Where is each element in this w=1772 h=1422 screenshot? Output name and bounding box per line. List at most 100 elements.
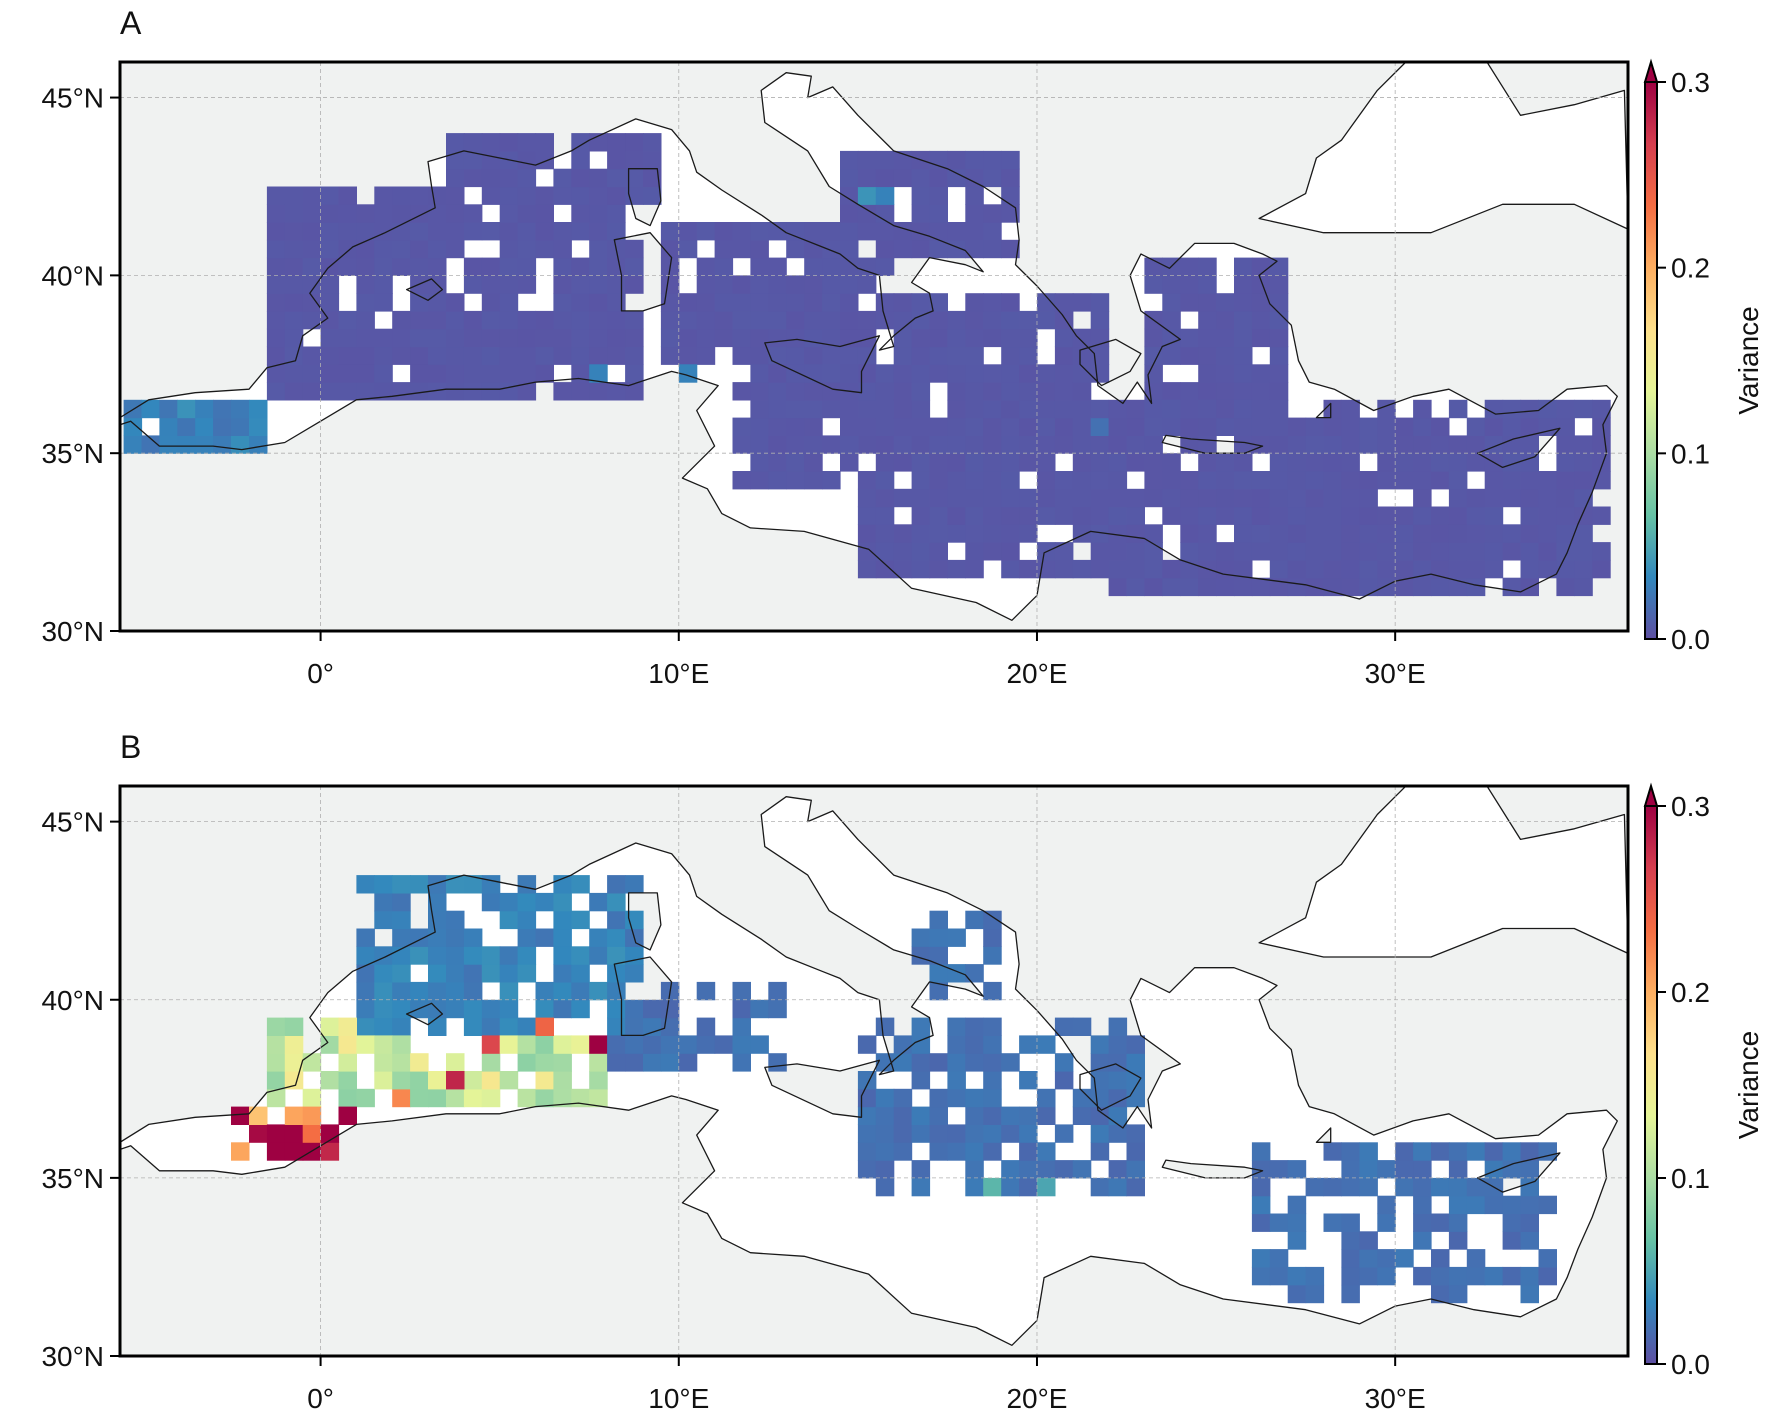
heatmap-cell [1502, 471, 1522, 490]
heatmap-cell [1502, 488, 1522, 508]
heatmap-cell [1359, 435, 1378, 454]
heatmap-cell [893, 1106, 913, 1125]
heatmap-cell [284, 1035, 304, 1054]
heatmap-cell [1001, 239, 1020, 259]
heatmap-cell [428, 382, 447, 401]
heatmap-cell [1359, 1142, 1378, 1161]
heatmap-cell [284, 328, 304, 348]
heatmap-cell [356, 204, 375, 223]
heatmap-cell [463, 364, 483, 383]
heatmap-cell [1234, 346, 1253, 365]
heatmap-cell [1305, 1177, 1325, 1197]
heatmap-cell [1574, 506, 1593, 525]
panel-label: A [120, 5, 142, 41]
heatmap-cell [338, 257, 357, 276]
heatmap-cell [320, 1142, 340, 1161]
heatmap-cell [1054, 506, 1074, 525]
heatmap-cell [1359, 577, 1378, 597]
heatmap-cell [1287, 488, 1307, 508]
heatmap-cell [356, 382, 375, 401]
heatmap-cell [1377, 453, 1396, 472]
heatmap-cell [553, 293, 572, 312]
heatmap-cell [481, 964, 501, 983]
heatmap-cell [875, 542, 895, 561]
heatmap-cell [822, 364, 841, 383]
heatmap-cell [607, 222, 626, 241]
heatmap-cell [625, 186, 644, 205]
heatmap-cell [983, 453, 1002, 472]
heatmap-cell [338, 1053, 357, 1072]
heatmap-cell [893, 488, 913, 508]
heatmap-cell [1126, 524, 1145, 543]
heatmap-cell [1108, 1160, 1128, 1179]
heatmap-cell [213, 399, 232, 419]
heatmap-cell [1448, 471, 1468, 490]
coastline [1476, 427, 1561, 469]
heatmap-cell [589, 928, 608, 947]
heatmap-cell [1269, 293, 1289, 312]
heatmap-cell [1216, 488, 1235, 508]
heatmap-cell [1216, 577, 1235, 597]
heatmap-cell [374, 257, 393, 276]
heatmap-cell [589, 382, 608, 401]
heatmap-cell [983, 417, 1002, 436]
heatmap-cell [1502, 577, 1522, 597]
heatmap-cell [750, 1035, 769, 1054]
heatmap-cell [356, 328, 375, 348]
heatmap-cell [768, 275, 787, 294]
heatmap-cell [714, 328, 734, 348]
heatmap-cell [266, 1035, 286, 1054]
heatmap-cell [356, 275, 375, 294]
heatmap-cell [1001, 364, 1020, 383]
heatmap-cell [1019, 488, 1038, 508]
heatmap-cell [983, 399, 1002, 419]
heatmap-cell [374, 328, 393, 348]
heatmap-cell [786, 399, 805, 419]
heatmap-cell [1001, 346, 1020, 365]
heatmap-cell [911, 1160, 931, 1179]
heatmap-cell [1072, 1017, 1092, 1036]
heatmap-cell [804, 257, 823, 276]
heatmap-cell [1466, 453, 1486, 472]
heatmap-cell [1377, 435, 1396, 454]
heatmap-cell [1251, 1177, 1271, 1197]
heatmap-cell [768, 999, 787, 1019]
heatmap-cell [1395, 417, 1414, 436]
heatmap-cell [1448, 399, 1468, 419]
heatmap-cell [1090, 417, 1110, 436]
heatmap-cell [1072, 1160, 1092, 1179]
heatmap-cell [983, 524, 1002, 543]
heatmap-cell [589, 892, 608, 912]
heatmap-cell [965, 310, 984, 330]
heatmap-cell [625, 382, 644, 401]
heatmap-cell [983, 293, 1002, 312]
heatmap-cell [374, 1053, 393, 1072]
heatmap-cell [732, 981, 751, 1001]
heatmap-cell [1466, 435, 1486, 454]
heatmap-cell [1323, 1142, 1342, 1161]
heatmap-cell [553, 328, 572, 348]
heatmap-cell [1108, 577, 1128, 597]
heatmap-cell [1234, 453, 1253, 472]
heatmap-cell [159, 417, 178, 436]
heatmap-cell [1395, 542, 1414, 561]
heatmap-cell [768, 222, 787, 241]
heatmap-cell [929, 471, 948, 490]
heatmap-cell [1377, 471, 1396, 490]
heatmap-cell [1108, 1035, 1128, 1054]
heatmap-cell [481, 892, 501, 912]
heatmap-cell [1216, 346, 1235, 365]
heatmap-cell [1431, 453, 1450, 472]
heatmap-cell [1072, 453, 1092, 472]
heatmap-cell [1377, 542, 1396, 561]
heatmap-cell [410, 204, 429, 223]
heatmap-cell [356, 981, 375, 1001]
colorbar-extend-arrow [1643, 782, 1659, 807]
map-panel-a: A 0° 10°E 20°E 30°E 45°N 40°N 35°N 30°N 0.0 0.1 0.2… [41, 5, 1764, 689]
heatmap-cell [1198, 293, 1217, 312]
heatmap-cell [356, 364, 375, 383]
heatmap-cell [1448, 542, 1468, 561]
heatmap-cell [571, 275, 590, 294]
heatmap-cell [446, 133, 465, 152]
heatmap-cell [374, 222, 393, 241]
